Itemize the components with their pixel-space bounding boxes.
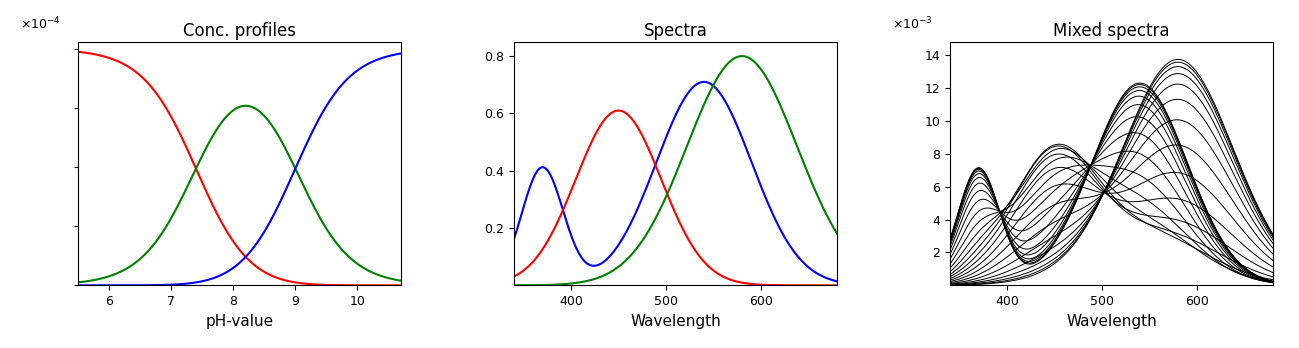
Title: Conc. profiles: Conc. profiles xyxy=(183,22,296,40)
X-axis label: Wavelength: Wavelength xyxy=(630,314,721,329)
X-axis label: pH-value: pH-value xyxy=(205,314,274,329)
Title: Spectra: Spectra xyxy=(643,22,708,40)
Text: $\times10^{-3}$: $\times10^{-3}$ xyxy=(892,15,933,32)
Title: Mixed spectra: Mixed spectra xyxy=(1053,22,1170,40)
X-axis label: Wavelength: Wavelength xyxy=(1066,314,1157,329)
Text: $\times10^{-4}$: $\times10^{-4}$ xyxy=(19,15,61,32)
